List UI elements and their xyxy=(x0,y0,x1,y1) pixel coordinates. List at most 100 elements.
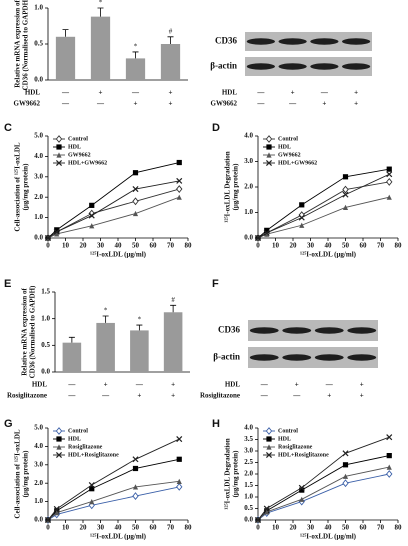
x-tick-label: 0 xyxy=(46,524,50,532)
y-axis-label: (μg/mg protein) xyxy=(232,450,240,497)
y-tick-label: 2.0 xyxy=(244,470,253,478)
legend-label: HDL+GW9662 xyxy=(68,160,107,166)
blot-strip xyxy=(245,32,372,51)
y-axis-label: Relative mRNA expression of xyxy=(14,0,22,88)
series-line xyxy=(257,173,390,239)
y-tick-label: 0.0 xyxy=(34,76,43,84)
data-point xyxy=(132,484,139,490)
x-tick-label: 10 xyxy=(62,524,70,532)
blot-band xyxy=(282,354,312,361)
y-axis-label: CD36 (Normalised to GAPDH) xyxy=(29,285,37,378)
y-axis-label: Cell-association of ¹²⁵I-oxLDL xyxy=(14,142,22,231)
error-bar xyxy=(170,304,177,313)
y-tick-label: 2.0 xyxy=(244,183,253,191)
blot-strip xyxy=(248,320,378,341)
data-point xyxy=(342,462,349,468)
data-point xyxy=(132,492,139,500)
legend-marker xyxy=(265,135,273,143)
data-point xyxy=(132,465,139,472)
y-axis-label: (μg/mg protein) xyxy=(22,163,30,210)
condition-sign: + xyxy=(134,100,138,108)
y-tick-label: 2.5 xyxy=(244,458,253,466)
condition-sign: + xyxy=(169,100,173,108)
x-tick-label: 40 xyxy=(325,524,333,532)
blot-band xyxy=(310,38,339,45)
data-point xyxy=(176,194,182,200)
x-tick-label: 50 xyxy=(342,242,350,250)
significance-mark: # xyxy=(169,27,173,35)
data-point xyxy=(386,453,392,459)
condition-sign: + xyxy=(169,89,173,97)
data-point xyxy=(264,227,270,233)
condition-sign: — xyxy=(325,381,334,389)
y-tick-label: 0.0 xyxy=(244,234,253,242)
bar xyxy=(62,342,82,372)
data-point xyxy=(264,509,270,515)
blot-band xyxy=(310,63,339,70)
condition-sign: — xyxy=(260,381,269,389)
x-axis-label: ¹²⁵I-oxLDL (μg/ml) xyxy=(90,533,147,541)
legend-marker xyxy=(55,427,63,435)
data-point xyxy=(263,505,270,512)
data-point xyxy=(386,166,392,172)
y-tick-label: 0.0 xyxy=(34,516,43,524)
x-tick-label: 20 xyxy=(80,524,88,532)
legend-marker xyxy=(265,159,273,167)
legend-marker xyxy=(266,436,272,442)
condition-name: Rosiglitazone xyxy=(200,392,240,400)
x-tick-label: 0 xyxy=(256,242,260,250)
y-axis-label: Relative mRNA expression of xyxy=(21,288,29,376)
data-point xyxy=(44,516,52,524)
y-tick-label: 0.0 xyxy=(41,368,50,376)
panel-letter: F xyxy=(212,278,219,290)
x-axis-label: ¹²⁵I-oxLDL (μg/ml) xyxy=(90,251,147,259)
series-line xyxy=(47,196,180,239)
panel-letter: G xyxy=(4,418,13,430)
legend-label: HDL xyxy=(278,144,291,150)
y-tick-label: 1.5 xyxy=(41,288,50,296)
data-point xyxy=(386,434,393,441)
x-axis-label: ¹²⁵I-oxLDL (μg/ml) xyxy=(300,533,357,541)
series-line xyxy=(257,196,390,239)
band-label: β-actin xyxy=(213,352,240,362)
condition-sign: — xyxy=(101,392,110,400)
blot-strip xyxy=(248,347,378,368)
x-tick-label: 60 xyxy=(150,242,158,250)
data-point xyxy=(342,185,349,194)
y-tick-label: 1.0 xyxy=(34,213,43,221)
x-tick-label: 70 xyxy=(167,524,175,532)
legend-label: Control xyxy=(278,428,298,434)
y-tick-label: 1.0 xyxy=(34,497,43,505)
legend-label: Rosiglitazone xyxy=(68,444,103,450)
bar xyxy=(55,36,76,80)
condition-name: HDL xyxy=(225,381,241,389)
blot-band xyxy=(342,38,371,45)
y-tick-label: 5.0 xyxy=(34,132,43,140)
data-point xyxy=(54,231,60,237)
y-tick-label: 4.0 xyxy=(244,132,253,140)
condition-name: HDL xyxy=(222,89,238,97)
legend-marker xyxy=(56,144,62,150)
condition-name: HDL xyxy=(32,381,48,389)
condition-sign: + xyxy=(171,392,175,400)
data-point xyxy=(176,482,183,491)
data-point xyxy=(53,228,60,235)
condition-name: HDL xyxy=(25,89,41,97)
bar xyxy=(160,44,181,80)
data-point xyxy=(176,456,182,462)
data-point xyxy=(89,486,95,492)
condition-sign: — xyxy=(292,392,301,400)
x-tick-label: 80 xyxy=(185,524,193,532)
legend-label: Rosiglitazone xyxy=(278,444,313,450)
y-tick-label: 3.0 xyxy=(244,447,253,455)
legend-label: HDL xyxy=(68,144,81,150)
x-tick-label: 10 xyxy=(62,242,70,250)
error-bar xyxy=(97,7,104,17)
y-axis-label: (μg/mg protein) xyxy=(22,450,30,497)
x-tick-label: 40 xyxy=(115,242,123,250)
condition-sign: + xyxy=(360,381,364,389)
data-point xyxy=(132,197,139,206)
data-point xyxy=(132,186,139,193)
legend-marker xyxy=(266,144,272,150)
